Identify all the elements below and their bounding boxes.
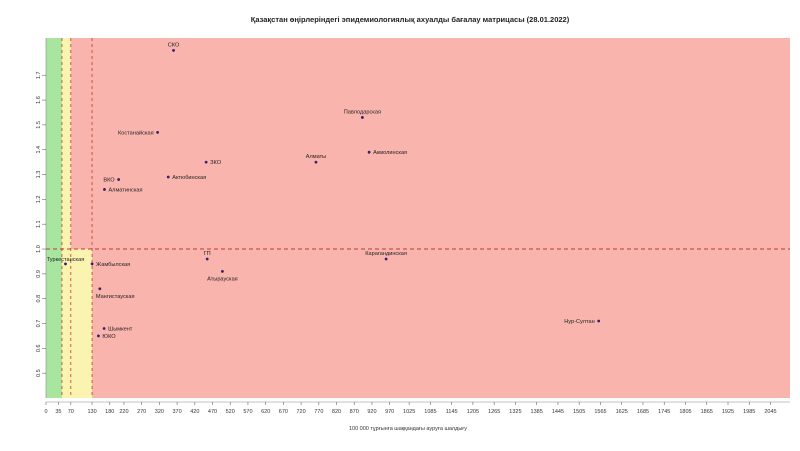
data-point [117, 178, 121, 181]
x-tick-label: 270 [137, 409, 146, 415]
x-tick-label: 920 [367, 409, 376, 415]
data-point [97, 334, 100, 338]
data-point-label: Акмолинская [373, 150, 407, 156]
x-tick-label: 1805 [679, 409, 691, 415]
x-tick-label: 1865 [701, 409, 713, 415]
y-tick-label: 1.0 [36, 245, 42, 253]
risk-zone-lower-band [61, 249, 93, 398]
x-tick-label: 770 [314, 409, 323, 415]
x-tick-label: 420 [190, 409, 199, 415]
data-point [64, 262, 67, 266]
x-tick-label: 370 [172, 409, 181, 415]
x-tick-label: 35 [55, 409, 61, 415]
x-tick-label: 520 [226, 409, 235, 415]
data-point-label: Шымкент [108, 326, 133, 332]
data-point [166, 175, 170, 179]
axes: 0.5 0.6 0.7 0.8 0.9 1.0 1.1 1.2 1.3 1.4 1.5 1.6 1.7 0… [36, 38, 790, 415]
x-tick-label: 220 [119, 409, 128, 415]
data-point-label: Туркестанская [47, 257, 85, 263]
x-tick-label: 1925 [722, 409, 734, 415]
data-point [360, 116, 364, 119]
y-tick-label: 0.7 [36, 320, 42, 328]
risk-zones [46, 38, 791, 398]
x-tick-label: 1145 [446, 409, 458, 415]
data-point [102, 327, 106, 330]
data-point [221, 269, 224, 273]
x-tick-label: 570 [243, 409, 252, 415]
data-point-label: Атырауская [207, 276, 238, 282]
data-point-label: ВКО [103, 178, 115, 184]
x-tick-label: 620 [261, 409, 270, 415]
data-point [384, 257, 388, 261]
x-tick-label: 1625 [616, 409, 628, 415]
x-tick-label: 470 [208, 409, 217, 415]
data-point [367, 150, 371, 154]
data-point [103, 188, 106, 191]
data-point-label: Павлодарская [344, 109, 381, 115]
data-point-label: Нур-Султан [564, 319, 594, 325]
data-point [90, 262, 94, 266]
data-points: СКО Павлодарская Костанайская Акмолинская ЗК… [47, 42, 601, 340]
data-point-label: СКО [168, 42, 180, 48]
x-tick-label: 1205 [467, 409, 479, 415]
y-tick-label: 1.6 [36, 96, 42, 104]
x-tick-label: 130 [87, 409, 96, 415]
data-point-label: Костанайская [118, 129, 154, 136]
y-tick-label: 1.3 [36, 171, 42, 179]
x-tick-label: 670 [279, 409, 288, 415]
data-point [597, 319, 601, 323]
y-tick-label: 1.4 [36, 146, 42, 154]
data-point-label: ГП [204, 251, 211, 257]
data-point [314, 160, 318, 164]
data-point [204, 160, 208, 164]
x-tick-label: 1445 [552, 409, 564, 415]
y-tick-label: 1.1 [36, 220, 42, 228]
data-point [172, 49, 175, 52]
data-point [205, 257, 209, 261]
x-tick-label: 1685 [637, 409, 649, 415]
data-point-label: ЮКО [102, 334, 116, 340]
x-axis-label: 100 000 тұрғынға шаққандағы ауруға шалды… [349, 426, 467, 432]
x-tick-label: 1385 [531, 409, 543, 415]
y-tick-label: 0.8 [36, 295, 42, 303]
x-tick-label: 1565 [594, 409, 606, 415]
x-tick-label: 1325 [509, 409, 521, 415]
x-tick-label: 970 [385, 409, 394, 415]
x-tick-label: 720 [296, 409, 305, 415]
x-tick-label: 2045 [764, 409, 776, 415]
reference-lines [46, 38, 790, 398]
x-tick-label: 0 [44, 409, 47, 415]
risk-zone-1 [61, 38, 71, 398]
y-tick-label: 0.9 [36, 270, 42, 278]
data-point-label: Алматы [306, 154, 326, 160]
data-point-label: Мангистауская [96, 294, 135, 300]
data-point-label: Жамбылская [96, 262, 130, 268]
x-tick-label: 180 [105, 409, 114, 415]
x-tick-label: 320 [155, 409, 164, 415]
x-tick-label: 1505 [573, 409, 585, 415]
x-tick-label: 1025 [403, 409, 415, 415]
x-tick-label: 1085 [424, 409, 436, 415]
y-tick-label: 0.6 [36, 345, 42, 353]
y-tick-label: 0.5 [36, 369, 42, 377]
y-tick-label: 1.7 [36, 71, 42, 79]
risk-zone-2 [70, 38, 791, 398]
x-tick-label: 70 [68, 409, 74, 415]
y-tick-label: 1.2 [36, 196, 42, 204]
x-tick-label: 820 [332, 409, 341, 415]
data-point-label: Карагандинская [365, 251, 407, 257]
risk-zone-0 [46, 38, 62, 398]
x-tick-label: 1745 [658, 409, 670, 415]
data-point-label: Алматинская [108, 187, 142, 193]
data-point [156, 130, 160, 134]
chart-title: Қазақстан өңірлеріндегі эпидемиологиялық… [251, 15, 570, 24]
y-tick-label: 1.5 [36, 121, 42, 129]
x-tick-label: 1265 [488, 409, 500, 415]
data-point [98, 287, 102, 291]
data-point-label: ЗКО [210, 160, 222, 166]
data-point-label: Актюбинская [172, 175, 206, 181]
x-tick-label: 870 [350, 409, 359, 415]
x-tick-label: 1985 [743, 409, 755, 415]
